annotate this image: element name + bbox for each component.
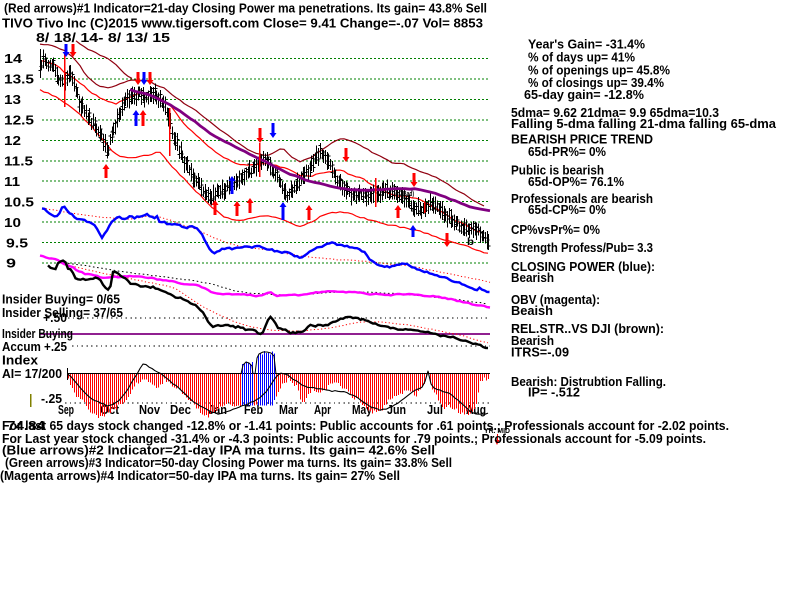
svg-text:BEARISH PRICE TREND: BEARISH PRICE TREND: [511, 132, 653, 147]
svg-text:13.5: 13.5: [4, 72, 34, 87]
svg-text:% of closings up= 39.4%: % of closings up= 39.4%: [528, 75, 664, 90]
svg-text:65d-OP%= 76.1%: 65d-OP%= 76.1%: [528, 174, 624, 189]
svg-text:(Magenta arrows)#4 Indicator=5: (Magenta arrows)#4 Indicator=50-day IPA …: [0, 468, 400, 483]
svg-text:-.25: -.25: [41, 391, 62, 406]
svg-text:Sep: Sep: [58, 402, 74, 417]
svg-text:Year's Gain= -31.4%: Year's Gain= -31.4%: [528, 37, 645, 52]
svg-text:ITRS=-.09: ITRS=-.09: [511, 345, 569, 360]
svg-text:CLOSING POWER (blue):: CLOSING POWER (blue):: [511, 259, 655, 274]
svg-text:9.5: 9.5: [6, 235, 28, 250]
svg-text:Index: Index: [2, 353, 39, 368]
svg-text:Bearish: Distrubtion Falling.: Bearish: Distrubtion Falling.: [511, 374, 666, 389]
svg-text:TIVO Tivo Inc (C)2015 www.t: TIVO Tivo Inc (C)2015 www.tigersoft.com …: [2, 16, 483, 31]
svg-text:5dma= 9.62 21dma= 9.9 65dma=10: 5dma= 9.62 21dma= 9.9 65dma=10.3: [511, 105, 719, 120]
svg-text:IP= -.512: IP= -.512: [528, 385, 580, 400]
svg-text:Apr: Apr: [314, 402, 331, 417]
svg-text:Accum +.25: Accum +.25: [2, 339, 67, 354]
svg-text:Mar: Mar: [279, 402, 298, 417]
svg-text:Dst.(Bad): Dst.(Bad): [392, 191, 414, 198]
svg-text:8/ 18/ 14- 8/ 13/ 15: 8/ 18/ 14- 8/ 13/ 15: [36, 30, 170, 45]
svg-text:12.5: 12.5: [4, 113, 34, 128]
svg-text:AI= 17/200: AI= 17/200: [2, 366, 62, 381]
svg-text:65d-CP%= 0%: 65d-CP%= 0%: [528, 202, 606, 217]
svg-text:Public is bearish: Public is bearish: [511, 163, 604, 178]
svg-text:Insider Buying= 0/65: Insider Buying= 0/65: [2, 292, 120, 307]
svg-text:9: 9: [6, 256, 16, 271]
svg-text:65d-PR%= 0%: 65d-PR%= 0%: [528, 144, 606, 159]
svg-text:Strength Profess/Pub= 3.3: Strength Profess/Pub= 3.3: [511, 240, 653, 255]
svg-text:Aug: Aug: [466, 402, 486, 417]
svg-text:b: b: [467, 237, 474, 248]
svg-text:For last 65 days stock changed: For last 65 days stock changed -12.8% or…: [2, 418, 729, 433]
svg-text:YR. MID: YR. MID: [484, 428, 510, 435]
svg-text:10.5: 10.5: [4, 194, 34, 209]
svg-text:(Green arrows)#3 Indicator=50-: (Green arrows)#3 Indicator=50-day Closin…: [5, 455, 452, 470]
svg-text:+.50: +.50: [43, 310, 67, 325]
svg-text:REL.STR..VS DJI (brown):: REL.STR..VS DJI (brown):: [511, 321, 664, 336]
svg-text:Bearish: Bearish: [511, 270, 554, 285]
svg-text:14: 14: [4, 51, 23, 66]
svg-text:11: 11: [4, 174, 20, 189]
svg-text:Beaish: Beaish: [511, 303, 553, 318]
svg-text:Falling 5-dma falling 21-dma: Falling 5-dma falling 21-dma falling 65-…: [511, 116, 777, 131]
svg-text:Insider Selling= 37/65: Insider Selling= 37/65: [2, 305, 123, 320]
svg-text:Feb: Feb: [244, 402, 263, 417]
svg-text:% of days up= 41%: % of days up= 41%: [528, 50, 635, 65]
svg-text:Bearish: Bearish: [511, 333, 554, 348]
svg-text:Nov: Nov: [139, 402, 161, 417]
svg-text:65-day gain= -12.8%: 65-day gain= -12.8%: [524, 87, 644, 102]
svg-text:Insider Buying: Insider Buying: [2, 326, 73, 341]
svg-text:(Blue arrows)#2 Indicator=21-d: (Blue arrows)#2 Indicator=21-day IPA ma …: [2, 443, 435, 458]
svg-text:OBV (magenta):: OBV (magenta):: [511, 292, 600, 307]
svg-text:% of openings up= 45.8%: % of openings up= 45.8%: [528, 63, 670, 78]
svg-text:Jul: Jul: [427, 402, 443, 417]
svg-text:10: 10: [4, 215, 21, 230]
svg-text:Professionals are bearish: Professionals are bearish: [511, 191, 653, 206]
svg-text:13: 13: [4, 92, 21, 107]
svg-text:Dec: Dec: [170, 402, 191, 417]
svg-text:(Red arrows)#1 Indicator=21-da: (Red arrows)#1 Indicator=21-day Closing …: [4, 1, 487, 16]
svg-text:For Last year stock changed -3: For Last year stock changed -31.4% or -4…: [2, 431, 706, 446]
svg-text:11.5: 11.5: [4, 153, 33, 168]
svg-text:May: May: [352, 402, 373, 417]
svg-text:Jun: Jun: [387, 402, 406, 417]
svg-text:12: 12: [4, 133, 21, 148]
svg-text:74.84: 74.84: [7, 418, 46, 433]
svg-text:CP%vsPr%= 0%: CP%vsPr%= 0%: [511, 222, 600, 237]
